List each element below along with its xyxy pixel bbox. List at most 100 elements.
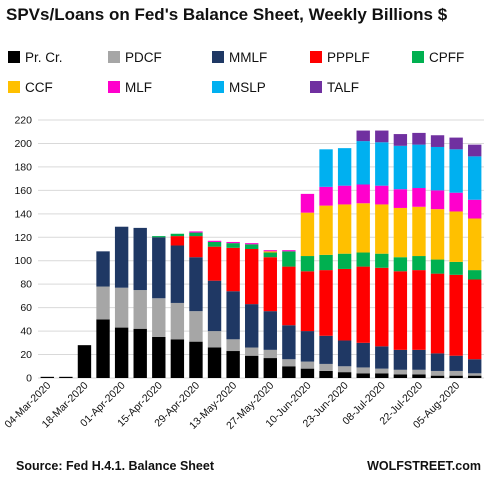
- bar-segment-mmlf: [356, 342, 370, 368]
- legend-item-talf: TALF: [310, 80, 359, 95]
- bar-segment-mmlf: [189, 257, 203, 312]
- bar-segment-mslp: [319, 149, 333, 187]
- legend-swatch: [212, 81, 224, 93]
- legend-label: CCF: [25, 80, 53, 95]
- bar-segment-pdcf: [245, 347, 259, 356]
- bar-segment-ppplf: [393, 271, 408, 350]
- bar-segment-mslp: [449, 149, 463, 193]
- bar-segment-pr-cr-: [207, 347, 222, 378]
- bar-segment-talf: [468, 144, 482, 157]
- bar-segment-mmlf: [114, 226, 129, 288]
- bar-segment-mmlf: [449, 355, 463, 371]
- bar-segment-pr-cr-: [356, 373, 370, 378]
- legend-swatch: [412, 51, 424, 63]
- legend-item-pr-cr-: Pr. Cr.: [8, 50, 63, 65]
- bar-stack-23-Jun-2020: [337, 148, 352, 378]
- bar-segment-pr-cr-: [337, 372, 352, 378]
- bar-segment-pdcf: [468, 373, 482, 376]
- bar-segment-pdcf: [393, 369, 408, 375]
- bar-segment-ppplf: [245, 249, 259, 305]
- bar-segment-cpff: [356, 252, 370, 267]
- bar-segment-mmlf: [412, 349, 426, 370]
- bar-segment-ppplf: [430, 273, 445, 354]
- legend-item-cpff: CPFF: [412, 50, 464, 65]
- bar-segment-mslp: [375, 142, 389, 186]
- bar-segment-talf: [430, 135, 445, 147]
- legend-item-mmlf: MMLF: [212, 50, 267, 65]
- bar-segment-cpff: [319, 254, 333, 271]
- bar-stack-11-Mar-2020: [59, 376, 73, 378]
- y-tick-label: 80: [20, 279, 32, 291]
- bar-segment-pdcf: [449, 370, 463, 376]
- y-tick-label: 200: [14, 138, 32, 150]
- y-tick-label: 120: [14, 232, 32, 244]
- bar-segment-pdcf: [226, 339, 240, 352]
- bar-segment-ccf: [300, 212, 315, 257]
- bar-segment-ppplf: [375, 267, 389, 347]
- legend-item-mslp: MSLP: [212, 80, 266, 95]
- bar-segment-cpff: [170, 233, 185, 237]
- bar-segment-pr-cr-: [300, 368, 315, 378]
- bar-stack-08-Jul-2020: [375, 130, 389, 378]
- legend-label: MLF: [125, 80, 152, 95]
- chart-title: SPVs/Loans on Fed's Balance Sheet, Weekl…: [6, 5, 448, 24]
- bar-segment-mlf: [375, 185, 389, 205]
- bar-segment-pr-cr-: [40, 376, 54, 378]
- bar-segment-pdcf: [300, 361, 315, 369]
- legend-swatch: [212, 51, 224, 63]
- bar-segment-pdcf: [356, 367, 370, 374]
- bar-stack-06-May-2020: [207, 240, 222, 378]
- bar-segment-ccf: [449, 211, 463, 262]
- bar-segment-pdcf: [114, 287, 129, 328]
- bar-segment-cpff: [282, 251, 296, 267]
- bar-segment-pr-cr-: [468, 375, 482, 378]
- legend-swatch: [310, 81, 322, 93]
- legend-swatch: [108, 81, 120, 93]
- bar-segment-pr-cr-: [59, 376, 73, 378]
- bar-segment-pr-cr-: [282, 366, 296, 378]
- bar-segment-mlf: [189, 231, 203, 233]
- bar-segment-pdcf: [375, 368, 389, 374]
- bar-segment-ppplf: [319, 270, 333, 336]
- bar-segment-pr-cr-: [430, 375, 445, 378]
- bar-segment-cpff: [430, 259, 445, 274]
- bar-segment-pr-cr-: [77, 345, 92, 378]
- bar-segment-cpff: [207, 241, 222, 247]
- bar-segment-mmlf: [170, 245, 185, 303]
- bar-segment-pr-cr-: [226, 351, 240, 378]
- bar-stack-13-May-2020: [226, 241, 240, 378]
- bar-segment-mmlf: [468, 359, 482, 374]
- bar-segment-mmlf: [393, 349, 408, 370]
- bar-segment-pdcf: [337, 366, 352, 373]
- bar-segment-talf: [356, 130, 370, 142]
- brand-watermark: WOLFSTREET.com: [367, 459, 481, 473]
- bar-segment-mmlf: [263, 311, 277, 350]
- bar-segment-ccf: [412, 206, 426, 257]
- bar-segment-mmlf: [152, 237, 166, 299]
- bar-segment-mslp: [412, 144, 426, 189]
- bar-stack-01-Jul-2020: [356, 130, 370, 378]
- bar-stack-10-Jun-2020: [300, 193, 315, 378]
- y-tick-label: 60: [20, 302, 32, 314]
- bar-stack-04-Mar-2020: [40, 376, 54, 378]
- bar-segment-cpff: [449, 261, 463, 275]
- bar-segment-cpff: [245, 244, 259, 249]
- source-note: Source: Fed H.4.1. Balance Sheet: [16, 459, 215, 473]
- bar-segment-ccf: [430, 209, 445, 260]
- legend-label: TALF: [327, 80, 359, 95]
- bar-segment-pr-cr-: [319, 370, 333, 378]
- bar-stack-18-Mar-2020: [77, 345, 92, 378]
- legend: Pr. Cr. PDCF MMLF PPPLF CPFF CCF MLF MSLP TALF: [8, 50, 464, 95]
- bar-segment-talf: [375, 130, 389, 143]
- bar-segment-pdcf: [282, 359, 296, 367]
- bar-segment-pr-cr-: [245, 355, 259, 378]
- legend-label: CPFF: [429, 50, 464, 65]
- bar-segment-talf: [393, 134, 408, 146]
- bar-segment-mslp: [356, 141, 370, 185]
- bar-segment-ppplf: [170, 236, 185, 246]
- bar-segment-mslp: [393, 145, 408, 190]
- gridlines: [38, 119, 484, 379]
- y-axis: 0 20 40 60 80 100 120 140 160 180 200 220: [14, 115, 32, 385]
- bar-segment-mmlf: [319, 335, 333, 364]
- bar-segment-mmlf: [207, 280, 222, 332]
